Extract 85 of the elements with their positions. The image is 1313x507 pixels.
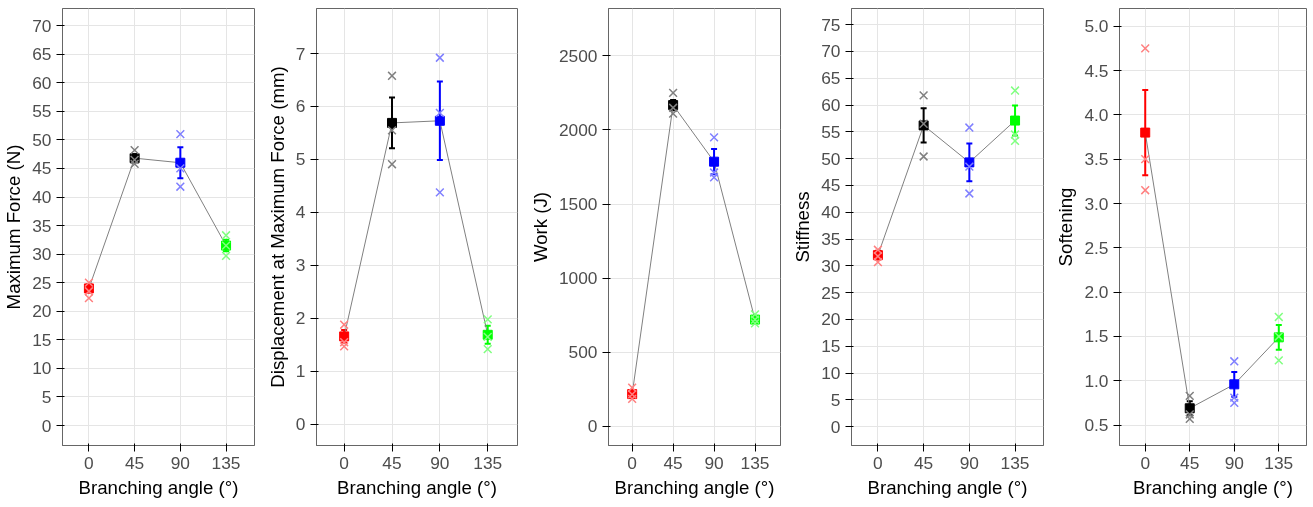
y-tick-label: 5 [295,149,306,170]
y-tick-label: 5 [41,386,52,407]
y-tick-label: 1500 [558,194,598,215]
y-tick-label: 5 [830,389,841,410]
y-tick-label: 40 [32,187,52,208]
y-tick-label: 70 [32,15,52,36]
y-tick-label: 1.0 [1084,370,1109,391]
y-tick-label: 35 [32,215,52,236]
x-tick-label: 90 [959,452,979,473]
y-tick-label: 3.0 [1084,193,1109,214]
y-tick-label: 4 [295,202,306,223]
y-tick-label: 4.5 [1084,60,1109,81]
y-tick-label: 0 [295,414,306,435]
y-axis-title: Work (J) [529,191,551,263]
y-axis-title: Maximum Force (N) [3,144,25,310]
y-tick-label: 10 [32,358,52,379]
y-tick-label: 40 [821,202,841,223]
y-axis-title: Displacement at Maximum Force (mm) [266,66,288,388]
x-axis-title: Branching angle (°) [614,476,775,498]
y-tick-label: 0 [587,416,598,437]
y-tick-label: 3 [295,255,306,276]
x-tick-label: 45 [1180,452,1200,473]
y-axis-title: Softening [1055,187,1077,267]
y-tick-label: 30 [32,244,52,265]
y-tick-label: 70 [821,41,841,62]
y-tick-label: 2.0 [1084,282,1109,303]
y-tick-label: 5.0 [1084,16,1109,37]
y-tick-label: 2 [295,308,306,329]
y-tick-label: 55 [821,121,841,142]
y-tick-label: 7 [295,43,306,64]
y-tick-label: 2500 [558,45,598,66]
x-tick-label: 0 [339,452,349,473]
y-tick-label: 1000 [558,268,598,289]
y-tick-label: 1 [295,361,306,382]
x-tick-label: 0 [84,452,94,473]
y-tick-label: 3.5 [1084,149,1109,170]
y-tick-label: 1.5 [1084,326,1109,347]
y-tick-label: 0 [41,415,52,436]
y-axis-title: Stiffness [792,191,814,263]
y-tick-label: 15 [32,329,52,350]
y-tick-label: 6 [295,96,306,117]
x-tick-label: 135 [211,452,241,473]
x-tick-label: 90 [430,452,450,473]
x-tick-label: 0 [1140,452,1151,473]
x-axis-title: Branching angle (°) [78,476,239,498]
y-tick-label: 45 [821,175,841,196]
y-tick-label: 2.5 [1084,237,1109,258]
y-tick-label: 25 [821,282,841,303]
y-tick-label: 55 [32,101,52,122]
y-tick-label: 15 [821,336,841,357]
x-tick-label: 45 [913,452,934,473]
x-tick-label: 45 [663,452,683,473]
x-tick-label: 135 [473,452,503,473]
y-tick-label: 35 [821,229,841,250]
x-tick-label: 45 [124,452,145,473]
y-tick-label: 75 [821,14,841,35]
x-tick-label: 90 [1224,452,1244,473]
y-tick-label: 20 [32,301,52,322]
y-tick-label: 4.0 [1084,104,1109,125]
x-tick-label: 135 [740,452,770,473]
y-tick-label: 0 [830,416,841,437]
x-tick-label: 135 [1000,452,1030,473]
y-tick-label: 60 [821,95,841,116]
x-tick-label: 135 [1264,452,1294,473]
y-tick-label: 500 [568,342,598,363]
y-tick-label: 2000 [558,119,598,140]
x-axis-title: Branching angle (°) [337,476,497,498]
y-tick-label: 25 [32,272,52,293]
x-tick-label: 90 [704,452,724,473]
y-tick-label: 20 [821,309,841,330]
x-tick-label: 0 [873,452,883,473]
y-tick-label: 65 [32,44,52,65]
y-tick-label: 10 [821,363,841,384]
x-axis-title: Branching angle (°) [867,476,1028,498]
y-tick-label: 65 [821,68,841,89]
y-tick-label: 50 [32,129,52,150]
x-tick-label: 90 [170,452,190,473]
x-tick-label: 45 [382,452,402,473]
y-tick-label: 50 [821,148,841,169]
y-tick-label: 60 [32,72,52,93]
x-axis-title: Branching angle (°) [1133,476,1293,498]
y-tick-label: 30 [821,255,841,276]
x-tick-label: 0 [627,452,637,473]
y-tick-label: 0.5 [1084,415,1109,436]
y-tick-label: 45 [32,158,52,179]
